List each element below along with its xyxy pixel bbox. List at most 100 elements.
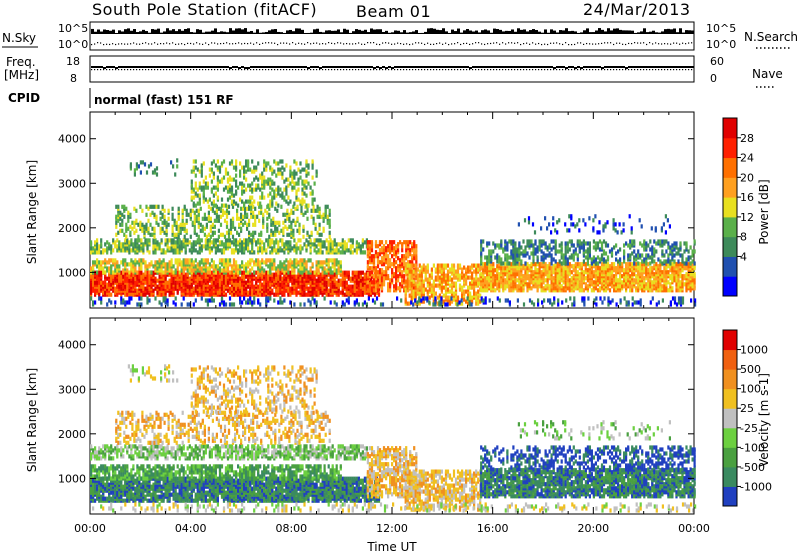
echo-cell xyxy=(204,233,206,237)
nave-dot xyxy=(463,69,464,70)
nave-dot xyxy=(418,69,419,70)
nsky-bar xyxy=(409,32,412,34)
freq-mark xyxy=(295,66,298,68)
echo-cell xyxy=(221,204,223,208)
freq-mark xyxy=(517,66,520,68)
nave-dot xyxy=(202,69,203,70)
echo-cell xyxy=(123,215,125,219)
freq-mark xyxy=(685,66,688,68)
echo-cell xyxy=(114,258,116,262)
nsky-bar xyxy=(283,33,286,34)
echo-cell xyxy=(325,205,327,209)
echo-cell xyxy=(136,275,138,279)
echo-cell xyxy=(283,242,285,246)
nave-dot xyxy=(319,69,320,70)
freq-mark xyxy=(415,66,418,68)
freq-mark xyxy=(649,66,652,68)
freq-mark xyxy=(544,66,547,68)
freq-mark xyxy=(298,66,301,68)
echo-cell xyxy=(216,215,218,219)
echo-cell xyxy=(285,163,287,167)
echo-cell xyxy=(146,275,148,279)
echo-cell xyxy=(429,274,431,278)
echo-cell xyxy=(204,213,206,217)
nsky-bar xyxy=(229,28,232,34)
freq-mark xyxy=(301,66,304,68)
nave-dot xyxy=(229,69,230,70)
echo-cell xyxy=(352,285,354,289)
echo-cell xyxy=(441,286,443,290)
nsearch-dot xyxy=(271,42,272,43)
echo-cell xyxy=(287,196,289,200)
echo-cell xyxy=(216,209,218,213)
nave-dot xyxy=(175,69,176,70)
freq-mark xyxy=(343,66,346,68)
echo-cell xyxy=(298,223,300,227)
echo-cell xyxy=(301,192,303,196)
echo-cell xyxy=(303,168,305,172)
echo-cell xyxy=(189,277,191,281)
echo-cell xyxy=(213,186,215,190)
echo-cell xyxy=(193,287,195,291)
freq-mark xyxy=(220,66,223,68)
echo-cell xyxy=(316,238,318,242)
echo-cell xyxy=(415,254,417,258)
echo-cell xyxy=(96,264,98,268)
echo-cell xyxy=(144,287,146,291)
echo-cell xyxy=(269,200,271,204)
echo-cell xyxy=(121,223,123,227)
echo-cell xyxy=(439,280,441,284)
echo-cell xyxy=(324,270,326,274)
echo-cell xyxy=(237,186,239,190)
echo-cell xyxy=(413,250,415,254)
echo-cell xyxy=(260,211,262,215)
echo-cell xyxy=(94,260,96,264)
echo-cell xyxy=(217,182,219,186)
nsky-bar xyxy=(127,28,130,34)
echo-cell xyxy=(217,238,219,242)
nsky-bar xyxy=(505,31,508,34)
echo-cell xyxy=(360,289,362,293)
freq-mark xyxy=(454,66,457,68)
freq-mark xyxy=(334,66,337,68)
echo-cell xyxy=(98,271,100,275)
echo-cell xyxy=(233,293,235,297)
echo-cell xyxy=(235,238,237,242)
nave-dot xyxy=(529,69,530,70)
nsearch-dot xyxy=(427,43,428,44)
echo-cell xyxy=(191,170,193,174)
echo-cell xyxy=(312,242,314,246)
echo-cell xyxy=(453,264,455,268)
echo-cell xyxy=(200,207,202,211)
echo-cell xyxy=(128,285,130,289)
echo-cell xyxy=(336,258,338,262)
echo-cell xyxy=(209,198,211,202)
echo-cell xyxy=(451,286,453,290)
echo-cell xyxy=(375,274,377,278)
echo-cell xyxy=(435,276,437,280)
echo-cell xyxy=(142,242,144,246)
echo-cell xyxy=(226,213,228,217)
nsky-bar xyxy=(535,30,538,34)
nave-dot xyxy=(622,69,623,70)
echo-cell xyxy=(221,275,223,279)
nsky-bar xyxy=(256,29,259,34)
freq-mark xyxy=(205,66,208,68)
nave-dot xyxy=(490,69,491,70)
freq-mark xyxy=(610,66,613,68)
echo-cell xyxy=(134,268,136,272)
echo-cell xyxy=(146,291,148,295)
echo-cell xyxy=(121,205,123,209)
echo-cell xyxy=(310,248,312,252)
echo-cell xyxy=(296,217,298,221)
nave-dot xyxy=(415,69,416,70)
echo-cell xyxy=(293,202,295,206)
echo-cell xyxy=(219,240,221,244)
echo-cell xyxy=(389,288,391,292)
nsearch-dot xyxy=(619,43,620,44)
nsky-bar xyxy=(352,31,355,34)
echo-cell xyxy=(253,289,255,293)
echo-cell xyxy=(492,282,494,286)
echo-cell xyxy=(131,227,133,231)
echo-cell xyxy=(124,277,126,281)
